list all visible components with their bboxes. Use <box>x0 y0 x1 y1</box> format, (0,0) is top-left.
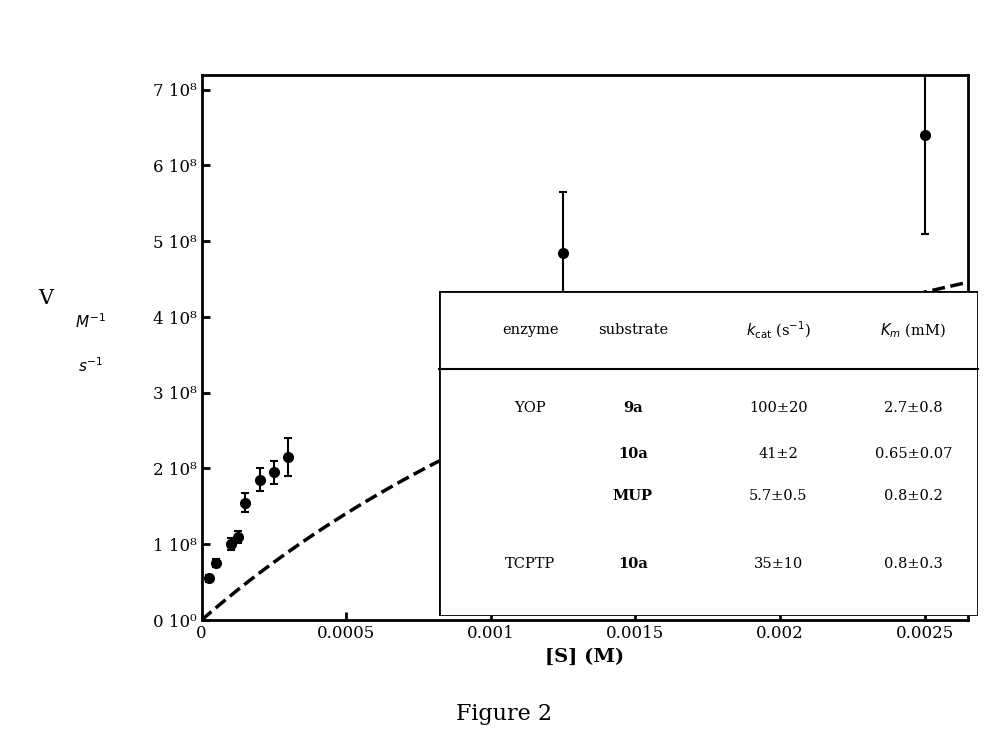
Text: V: V <box>37 289 52 309</box>
Text: 5.7±0.5: 5.7±0.5 <box>749 489 807 503</box>
Text: 41±2: 41±2 <box>758 447 798 461</box>
Text: YOP: YOP <box>514 401 546 415</box>
X-axis label: [S] (M): [S] (M) <box>545 648 624 666</box>
Text: 100±20: 100±20 <box>749 401 807 415</box>
Text: 35±10: 35±10 <box>754 557 802 571</box>
FancyBboxPatch shape <box>438 291 978 616</box>
Text: 0.65±0.07: 0.65±0.07 <box>874 447 952 461</box>
Text: Figure 2: Figure 2 <box>456 703 552 725</box>
Text: 10a: 10a <box>618 557 647 571</box>
Text: 10a: 10a <box>618 447 647 461</box>
Text: $K_m$ (mM): $K_m$ (mM) <box>880 321 946 340</box>
Text: 2.7±0.8: 2.7±0.8 <box>884 401 942 415</box>
Text: 9a: 9a <box>623 401 642 415</box>
Text: substrate: substrate <box>598 323 667 338</box>
Text: 0.8±0.2: 0.8±0.2 <box>884 489 942 503</box>
Text: $k_\mathrm{cat}$ (s$^{-1}$): $k_\mathrm{cat}$ (s$^{-1}$) <box>746 320 810 341</box>
Text: MUP: MUP <box>613 489 652 503</box>
Text: $s^{-1}$: $s^{-1}$ <box>78 356 104 376</box>
Text: TCPTP: TCPTP <box>505 557 555 571</box>
Text: 0.8±0.3: 0.8±0.3 <box>884 557 942 571</box>
Text: $M^{-1}$: $M^{-1}$ <box>76 311 106 331</box>
Text: enzyme: enzyme <box>502 323 558 338</box>
